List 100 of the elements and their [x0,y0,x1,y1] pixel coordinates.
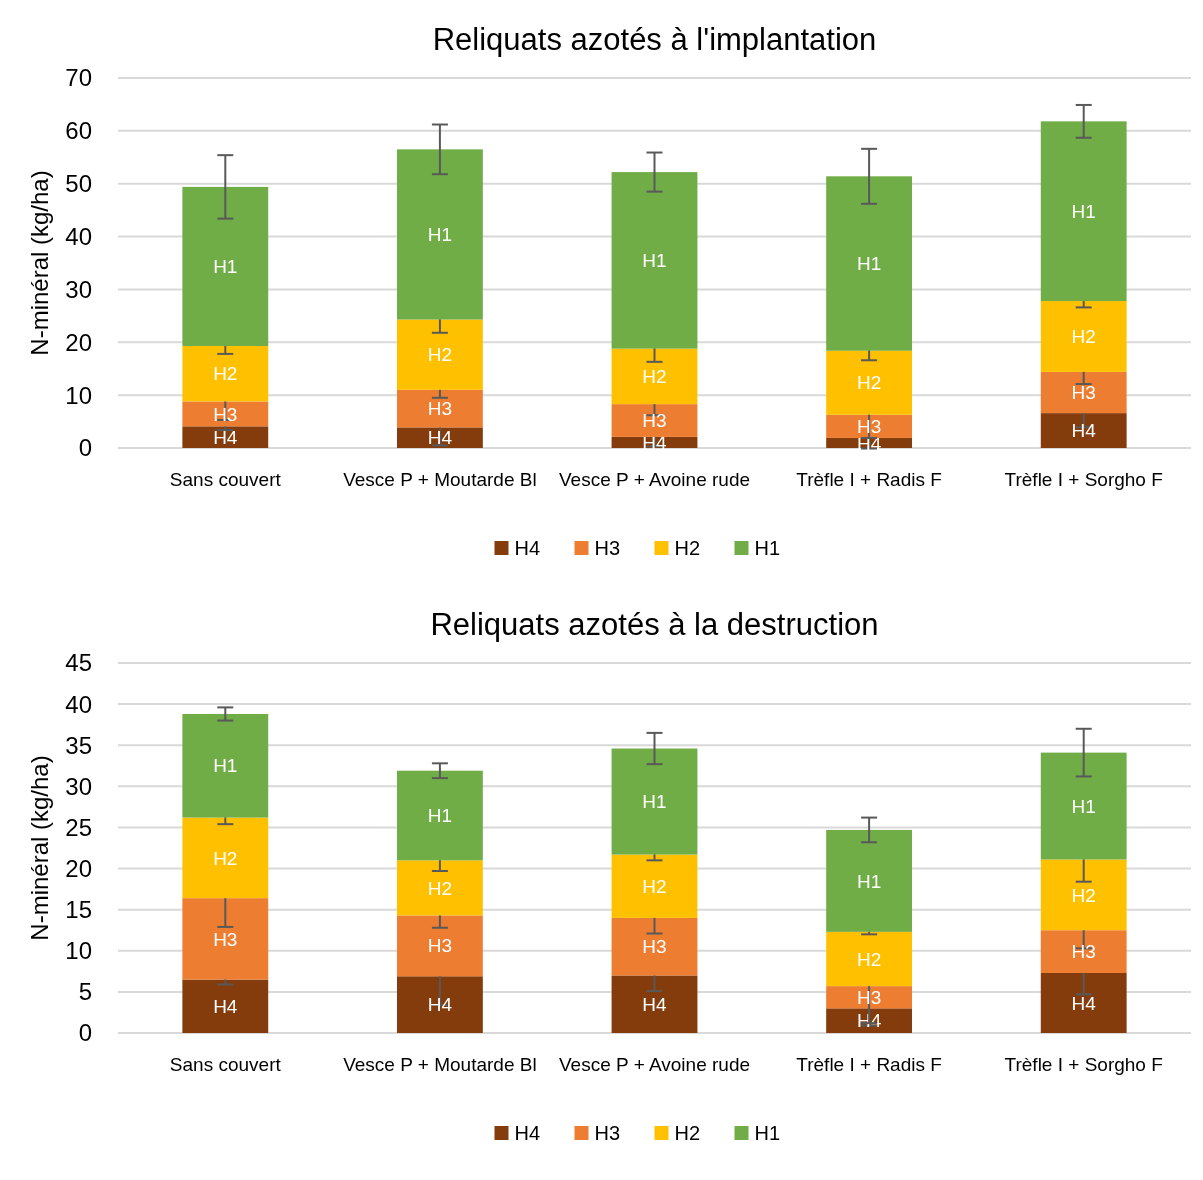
bar [396,319,483,390]
x-tick-label: Trèfle I + Sorgho F [1004,469,1163,490]
x-tick-label: Vesce P + Moutarde Bl [343,469,537,490]
x-tick-label: Vesce P + Moutarde Bl [343,1054,537,1075]
legend-label: H3 [594,1122,621,1144]
y-tick-label: 0 [78,434,92,462]
bar [182,345,269,402]
text: H1 [856,253,882,275]
x-tick-label: Trèfle I + Radis F [796,1054,942,1075]
y-tick-label: 30 [65,275,92,303]
x-tick-label: Vesce P + Avoine rude [558,1054,751,1075]
y-axis-title: N-minéral (kg/ha) [26,755,53,941]
y-tick-label: 10 [65,381,92,409]
text: H1 [642,791,667,813]
bar [611,348,698,405]
x-tick-label: Trèfle I + Radis F [796,469,942,490]
bar [826,350,913,415]
bar [1040,930,1127,973]
bar [396,915,483,977]
bar [396,976,483,1033]
text: H1 [213,755,238,777]
text: H4 [1071,992,1096,1014]
bar [182,898,269,980]
text: H1 [427,224,453,246]
x-tick-label: Vesce P + Avoine rude [558,469,751,490]
text: H1 [1071,200,1096,222]
y-tick-label: 20 [65,854,92,882]
bar [182,979,269,1033]
text: H2 [1071,884,1096,906]
y-tick-label: 60 [65,117,92,145]
bar [182,713,269,818]
bar [1040,972,1127,1033]
text: H3 [427,398,453,420]
text: H2 [213,363,238,385]
x-tick-label: Trèfle I + Sorgho F [1004,1054,1163,1075]
bar [611,748,698,855]
chart-title: Reliquats azotés à l'implantation [432,22,877,57]
bar [826,1008,913,1033]
text: H4 [213,995,238,1017]
y-tick-label: 15 [65,896,92,924]
text: H1 [856,870,882,892]
text: H3 [1071,382,1096,404]
text: H1 [642,250,667,272]
text: H1 [1071,795,1096,817]
bar [1040,752,1127,860]
legend-label: H4 [514,537,541,559]
bar [611,404,698,437]
text: H4 [1071,420,1096,442]
text: H2 [856,948,882,970]
text: H4 [427,994,453,1016]
text: H2 [427,344,453,366]
y-tick-label: 45 [65,649,92,677]
text: H3 [642,410,667,432]
y-tick-label: 25 [65,813,92,841]
text: H2 [642,875,667,897]
bar [396,860,483,916]
text: H1 [213,256,238,278]
bar [1040,413,1127,448]
bar [396,149,483,320]
bar [611,975,698,1033]
text: H2 [213,847,238,869]
bar [611,917,698,976]
text: H4 [213,426,238,448]
y-tick-label: 50 [65,170,92,198]
y-tick-label: 40 [65,222,92,250]
text: H3 [427,935,453,957]
bar [1040,121,1127,302]
x-tick-label: Sans couvert [169,1054,282,1075]
legend-label: H1 [754,537,781,559]
bar [1040,371,1127,414]
y-tick-label: 20 [65,328,92,356]
chart-title: Reliquats azotés à la destruction [430,607,879,642]
x-tick-label: Sans couvert [169,469,282,490]
bar [826,829,913,932]
text: H1 [427,805,453,827]
legend-label: H2 [674,1122,701,1144]
legend-label: H3 [594,537,621,559]
y-tick-label: 40 [65,690,92,718]
y-tick-label: 0 [78,1019,92,1047]
y-axis-title: N-minéral (kg/ha) [26,170,53,356]
bar [396,770,483,861]
bar [826,931,913,987]
bar [396,389,483,428]
text: H4 [642,993,667,1015]
text: H2 [1071,326,1096,348]
text: H4 [642,432,667,454]
bar [182,817,269,899]
text: H2 [427,877,453,899]
y-tick-label: 10 [65,937,92,965]
text: H3 [213,928,238,950]
bar [611,172,698,349]
legend-label: H2 [674,537,701,559]
bar [1040,301,1127,372]
bar [826,176,913,351]
y-tick-label: 5 [78,978,92,1006]
y-tick-label: 30 [65,772,92,800]
text: H2 [642,366,667,388]
bar [1040,859,1127,931]
bar [611,854,698,918]
bar [182,426,269,448]
